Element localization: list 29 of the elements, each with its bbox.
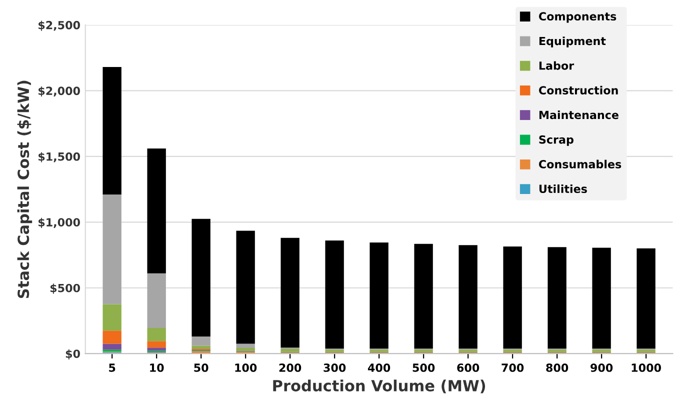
y-tick-label: $1,500 — [38, 152, 80, 162]
x-tick-label: 200 — [279, 364, 302, 372]
x-tick-label: 5 — [109, 364, 116, 372]
x-tick-label: 600 — [457, 364, 480, 372]
legend-label: Maintenance — [539, 110, 618, 120]
x-tick-label: 500 — [412, 364, 435, 372]
legend-label: Labor — [539, 61, 574, 70]
legend-label: Utilities — [539, 184, 587, 194]
y-tick-label: $2,000 — [38, 86, 80, 97]
y-tick-label: $2,500 — [38, 20, 80, 31]
x-tick-label: 1000 — [632, 364, 661, 372]
x-tick-label: 900 — [590, 364, 613, 372]
legend-label: Scrap — [539, 135, 574, 146]
x-axis-title: Production Volume (MW) — [273, 380, 486, 394]
legend-label: Construction — [538, 86, 618, 94]
y-axis-title: Stack Capital Cost ($/kW) — [17, 80, 32, 298]
legend-label: Components — [538, 12, 616, 23]
x-tick-label: 10 — [150, 364, 164, 372]
x-tick-label: 50 — [194, 364, 208, 372]
y-tick-label: $1,000 — [38, 218, 80, 228]
x-tick-label: 300 — [324, 364, 346, 372]
y-tick-label: $0 — [66, 349, 80, 360]
x-tick-label: 700 — [502, 364, 524, 372]
x-tick-label: 100 — [235, 364, 257, 372]
x-tick-label: 400 — [368, 364, 390, 372]
y-tick-label: $500 — [50, 284, 80, 294]
x-tick-label: 800 — [546, 364, 568, 372]
legend-label: Consumables — [538, 160, 622, 168]
legend-label: Equipment — [539, 36, 606, 48]
